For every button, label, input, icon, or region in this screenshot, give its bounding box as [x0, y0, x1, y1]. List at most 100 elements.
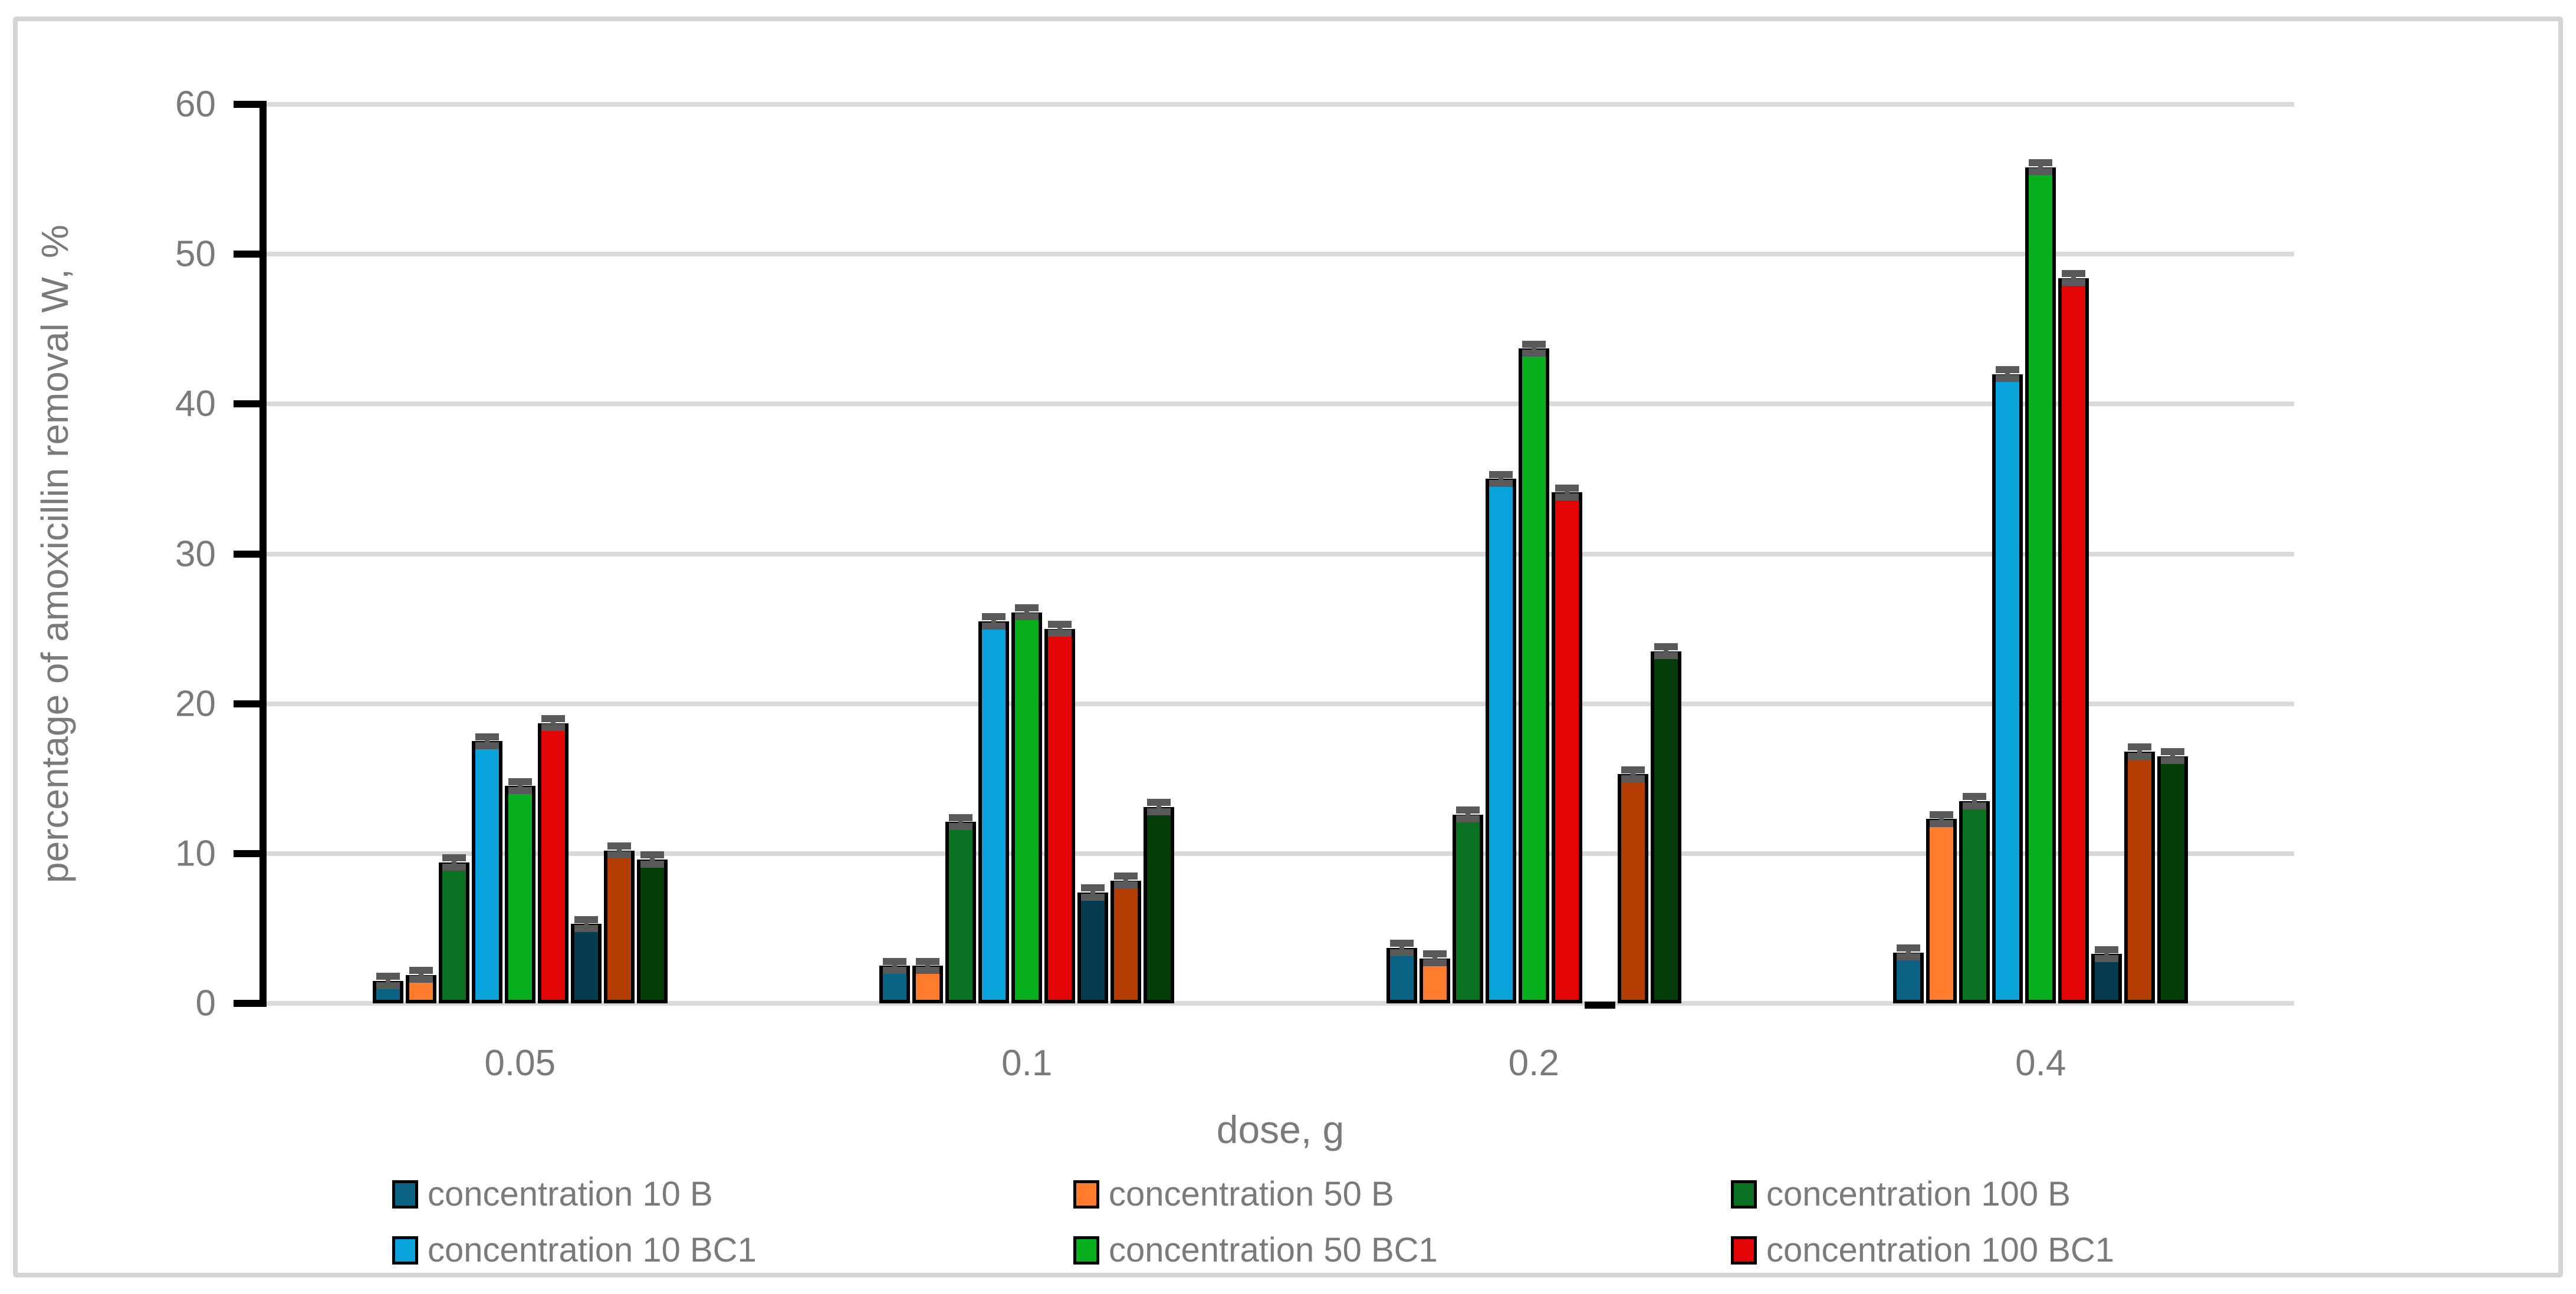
error-bar-cap-top: [1389, 940, 1414, 947]
error-bar-stem: [616, 846, 622, 855]
x-tick-label: 0.4: [2015, 1043, 2066, 1084]
error-bar-cap-bottom: [2161, 757, 2185, 765]
y-axis-title: percentage of amoxicillin removal W, %: [34, 225, 76, 883]
error-bar-cap-top: [1621, 766, 1645, 773]
error-bar-cap-bottom: [1422, 959, 1447, 967]
error-bar-stem: [1663, 647, 1668, 656]
legend-item-concentration-100-BC1: concentration 100 BC1: [1731, 1230, 2114, 1270]
error-bar-cap-top: [1522, 340, 1546, 348]
bar-series8-dose-0.05: [603, 850, 635, 1003]
gridline-y-60: [259, 102, 2294, 107]
gridline-y-50: [259, 252, 2294, 257]
x-tick-label: 0.1: [1001, 1043, 1053, 1084]
bar-series8-dose-0.4: [2124, 752, 2156, 1003]
error-bar-stem: [1399, 943, 1404, 953]
legend-item-concentration-100-B: concentration 100 B: [1731, 1174, 2071, 1214]
error-bar-cap-bottom: [409, 976, 433, 983]
error-bar-stem: [991, 617, 997, 626]
y-tick-label: 30: [175, 534, 216, 574]
bar-concentration 100 B-dose-0.4: [1959, 801, 1990, 1003]
error-bar-stem: [2071, 274, 2076, 283]
error-bar-stem: [1531, 344, 1536, 353]
bar-concentration 10 B-dose-0.2: [1386, 947, 1417, 1003]
error-bar-cap-bottom: [1897, 953, 1921, 961]
legend-item-concentration-10-BC1: concentration 10 BC1: [392, 1230, 757, 1270]
bar-series9-dose-0.4: [2157, 756, 2189, 1003]
chart-outer-border: [13, 17, 2563, 1277]
error-bar-cap-top: [2095, 946, 2119, 953]
bar-concentration 100 BC1-dose-0.1: [1044, 628, 1076, 1003]
legend-swatch: [1073, 1180, 1099, 1209]
legend-item-concentration-50-B: concentration 50 B: [1073, 1174, 1394, 1214]
bar-concentration 50 B-dose-0.4: [1926, 819, 1957, 1003]
error-bar-cap-top: [1147, 799, 1171, 806]
error-bar-cap-bottom: [1654, 652, 1678, 660]
error-bar-cap-bottom: [1048, 630, 1072, 637]
error-bar-cap-top: [475, 733, 499, 740]
error-bar-cap-top: [574, 916, 598, 923]
legend-swatch: [1073, 1236, 1099, 1265]
error-bar-stem: [418, 970, 423, 980]
error-bar-cap-top: [949, 814, 973, 821]
error-bar-stem: [1024, 608, 1030, 617]
y-axis-tick: [234, 1000, 259, 1007]
error-bar-cap-bottom: [574, 924, 598, 932]
legend-item-concentration-50-BC1: concentration 50 BC1: [1073, 1230, 1438, 1270]
y-axis-tick: [234, 101, 259, 108]
error-bar-cap-top: [982, 613, 1006, 621]
bar-concentration 10 BC1-dose-0.1: [978, 621, 1010, 1003]
error-bar-cap-bottom: [541, 724, 565, 732]
gridline-y-10: [259, 851, 2294, 856]
legend-swatch: [392, 1236, 418, 1265]
error-bar-stem: [1057, 624, 1063, 634]
error-bar-cap-top: [442, 854, 466, 862]
error-bar-cap-bottom: [640, 860, 664, 868]
bar-concentration 10 BC1-dose-0.2: [1485, 479, 1516, 1003]
error-bar-cap-top: [2029, 159, 2053, 167]
error-bar-cap-top: [1015, 604, 1039, 611]
error-bar-cap-top: [1555, 484, 1579, 492]
error-bar-stem: [958, 817, 964, 827]
error-bar-cap-top: [1081, 884, 1105, 892]
bar-series7-dose-0.1: [1077, 892, 1109, 1003]
bar-concentration 50 BC1-dose-0.4: [2025, 167, 2056, 1003]
error-bar-stem: [1564, 488, 1569, 497]
error-bar-stem: [649, 855, 655, 864]
legend-swatch: [1731, 1180, 1757, 1209]
y-tick-label: 0: [195, 983, 216, 1024]
y-tick-label: 60: [175, 84, 216, 125]
error-bar-cap-top: [640, 851, 664, 859]
error-bar-stem: [1972, 796, 1977, 806]
legend-label: concentration 50 B: [1109, 1175, 1394, 1213]
error-bar-cap-bottom: [607, 851, 631, 859]
error-bar-cap-top: [1963, 793, 1987, 801]
error-bar-stem: [451, 858, 456, 867]
error-bar-cap-bottom: [508, 787, 532, 795]
legend-item-concentration-10-B: concentration 10 B: [392, 1174, 713, 1214]
error-bar-cap-top: [2161, 748, 2185, 755]
error-bar-cap-bottom: [2029, 168, 2053, 176]
error-bar-cap-bottom: [1996, 375, 2020, 383]
y-axis-line: [259, 101, 267, 1007]
error-bar-stem: [583, 919, 589, 928]
bar-series9-dose-0.2: [1650, 651, 1681, 1003]
x-tick-label: 0.2: [1508, 1043, 1559, 1084]
error-bar-stem: [550, 719, 556, 728]
error-bar-cap-bottom: [1555, 493, 1579, 501]
y-tick-label: 20: [175, 683, 216, 725]
legend-swatch: [392, 1180, 418, 1209]
bar-concentration 50 BC1-dose-0.1: [1011, 612, 1043, 1003]
gridline-y-20: [259, 701, 2294, 706]
bar-concentration 100 B-dose-0.05: [438, 862, 469, 1003]
gridline-y-40: [259, 401, 2294, 407]
y-tick-label: 10: [175, 833, 216, 874]
error-bar-stem: [2137, 747, 2143, 756]
error-bar-stem: [1630, 769, 1635, 779]
bar-series9-dose-0.05: [636, 860, 668, 1003]
error-bar-stem: [1123, 875, 1129, 885]
error-bar-cap-bottom: [1489, 480, 1513, 488]
x-tick-label: 0.05: [484, 1043, 556, 1084]
error-bar-stem: [1090, 888, 1096, 897]
bar-series9-dose-0.1: [1144, 807, 1175, 1003]
error-bar-cap-bottom: [1389, 949, 1414, 956]
